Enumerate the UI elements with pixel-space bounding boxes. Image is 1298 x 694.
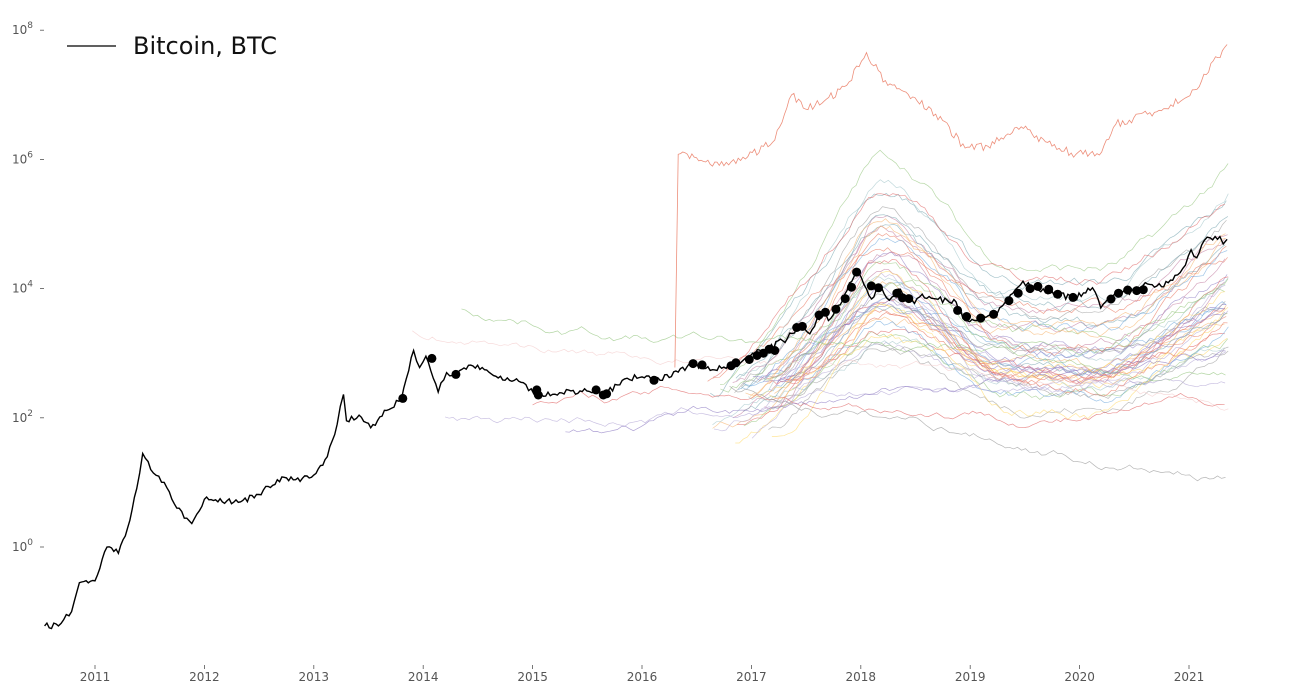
altcoin-series-line (674, 44, 1228, 368)
btc-marker-point (852, 267, 862, 277)
altcoin-series-line (768, 270, 1226, 399)
y-tick-label: 100 (12, 538, 33, 554)
btc-marker-point (989, 309, 999, 319)
btc-marker-point (820, 307, 830, 317)
btc-marker-point (688, 359, 698, 369)
btc-marker-point (847, 282, 856, 292)
altcoin-series-line (565, 350, 1226, 434)
altcoin-series-line (763, 261, 1229, 381)
altcoin-series-line (774, 281, 1227, 394)
btc-marker-point (953, 305, 963, 315)
btc-marker-point (866, 281, 876, 291)
btc-marker-point (451, 369, 461, 379)
altcoin-series-line (720, 279, 1225, 393)
series-group (44, 44, 1228, 630)
x-tick-label: 2013 (299, 670, 330, 684)
altcoin-series-line (461, 308, 1226, 382)
btc-marker-point (744, 355, 754, 364)
altcoin-series-line (710, 192, 1227, 398)
altcoin-series-line (713, 341, 1227, 432)
x-tick-label: 2021 (1174, 670, 1205, 684)
btc-marker-point (904, 294, 914, 304)
altcoin-series-line (729, 385, 1226, 482)
altcoin-series-line (748, 276, 1229, 400)
btc-marker-point (831, 304, 841, 314)
legend: Bitcoin, BTC (67, 32, 277, 60)
altcoin-series-line (792, 321, 1229, 403)
altcoin-series-line (743, 305, 1228, 412)
x-tick-label: 2020 (1064, 670, 1095, 684)
altcoin-series-line (741, 293, 1226, 388)
btc-marker-point (962, 312, 972, 321)
altcoin-series-line (787, 309, 1228, 397)
btc-marker-point (1106, 294, 1116, 304)
btc-marker-point (533, 390, 543, 400)
altcoin-series-line (766, 233, 1227, 380)
altcoin-series-line (737, 297, 1226, 425)
altcoin-series-line (732, 225, 1226, 383)
btc-marker-point (697, 360, 707, 370)
btc-marker-point (427, 353, 437, 363)
x-tick-label: 2016 (627, 670, 658, 684)
altcoin-series-line (740, 223, 1226, 389)
altcoin-series-line (734, 206, 1227, 393)
x-tick-label: 2018 (846, 670, 877, 684)
btc-marker-point (976, 313, 986, 323)
x-tick-label: 2015 (517, 670, 548, 684)
btc-marker-point (1013, 288, 1023, 298)
altcoin-series-line (736, 179, 1229, 382)
btc-marker-point (649, 375, 659, 385)
btc-marker-point (591, 385, 601, 395)
x-tick-label: 2012 (189, 670, 220, 684)
btc-marker-point (840, 294, 850, 304)
legend-label: Bitcoin, BTC (133, 32, 277, 60)
altcoin-series-line (412, 330, 1229, 411)
altcoin-series-line (772, 341, 1229, 402)
altcoin-series-line (751, 294, 1229, 439)
altcoin-series-line (771, 303, 1229, 437)
btc-marker-point (770, 346, 780, 355)
y-tick-label: 108 (12, 21, 33, 37)
btc-marker-point (1025, 284, 1035, 294)
btc-marker-point (1114, 288, 1123, 298)
altcoin-series-line (776, 303, 1225, 384)
altcoin-series-line (712, 193, 1225, 378)
altcoin-series-line (738, 296, 1227, 391)
altcoin-series-line (712, 338, 1225, 426)
x-tick-label: 2011 (80, 670, 111, 684)
btc-marker-point (1123, 285, 1133, 295)
altcoin-series-line (755, 215, 1228, 381)
x-tick-label: 2017 (736, 670, 767, 684)
btc-marker-point (731, 358, 741, 368)
altcoin-series-line (768, 346, 1229, 430)
btc-marker-point (874, 283, 883, 293)
btc-marker-point (1033, 281, 1043, 291)
y-tick-label: 102 (12, 409, 33, 425)
y-tick-label: 104 (12, 280, 33, 296)
btc-marker-point (1138, 285, 1148, 295)
y-axis: 100 102 104 106 108 (12, 21, 44, 554)
btc-marker-point (398, 393, 408, 403)
y-tick-label: 106 (12, 150, 33, 166)
btc-marker-point (602, 389, 612, 399)
btc-marker-point (1044, 284, 1054, 294)
btc-marker-point (1053, 289, 1063, 299)
altcoin-series-line (720, 149, 1229, 385)
btc-marker-point (1004, 296, 1014, 306)
btc-marker-point (797, 321, 807, 331)
altcoin-series-line (732, 252, 1226, 419)
altcoin-series-line (444, 376, 1226, 427)
btc-marker-point (1132, 286, 1142, 296)
x-tick-label: 2014 (408, 670, 439, 684)
altcoin-series-line (532, 385, 1225, 429)
background-series-group (412, 149, 1229, 482)
x-tick-label: 2019 (955, 670, 986, 684)
x-axis: 2011 2012 2013 2014 2015 2016 2017 2018 2019 2020… (80, 665, 1205, 684)
marker-group (398, 267, 1148, 403)
btc-price-line (44, 235, 1228, 630)
btc-marker-point (1068, 292, 1078, 302)
